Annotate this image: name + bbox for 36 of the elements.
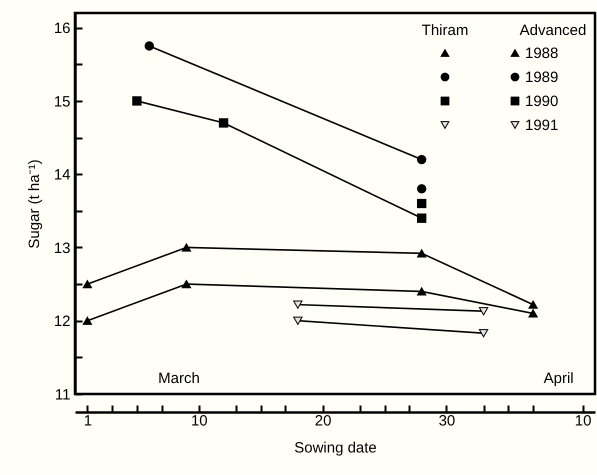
point (416, 184, 426, 194)
point (528, 300, 538, 309)
point (416, 198, 426, 208)
point (182, 280, 192, 288)
point (132, 96, 142, 106)
annotation: April (544, 370, 574, 387)
legend-label: 1989 (525, 69, 558, 86)
y-tick-label: 14 (54, 166, 70, 184)
annotation: Advanced (520, 22, 586, 39)
point (416, 154, 426, 164)
point (82, 280, 92, 288)
y-tick-label: 13 (54, 240, 70, 257)
legend-label: 1990 (525, 93, 558, 110)
legend-label: 1988 (525, 45, 558, 62)
point (416, 249, 426, 258)
annotation: Thiram (422, 22, 468, 39)
point (528, 309, 538, 318)
point (144, 41, 154, 51)
point (416, 213, 426, 223)
x-tick-label: 1 (84, 412, 92, 430)
x-tick-label: 30 (438, 412, 456, 430)
x-axis-title: Sowing date (294, 440, 377, 456)
x-tick-label: 10 (190, 412, 208, 430)
point (82, 316, 92, 325)
y-tick-label: 11 (54, 386, 70, 404)
annotation: March (158, 370, 200, 387)
point (182, 243, 192, 252)
x-tick-label: 10 (574, 412, 592, 430)
y-tick-label: 16 (54, 20, 70, 38)
x-tick-label: 20 (314, 412, 332, 430)
point (218, 118, 228, 128)
y-tick-label: 15 (54, 93, 70, 110)
y-axis-title: Sugar (t ha⁻¹) (26, 159, 43, 249)
point (416, 287, 426, 296)
legend-label: 1991 (525, 117, 558, 134)
y-tick-label: 12 (54, 313, 70, 330)
